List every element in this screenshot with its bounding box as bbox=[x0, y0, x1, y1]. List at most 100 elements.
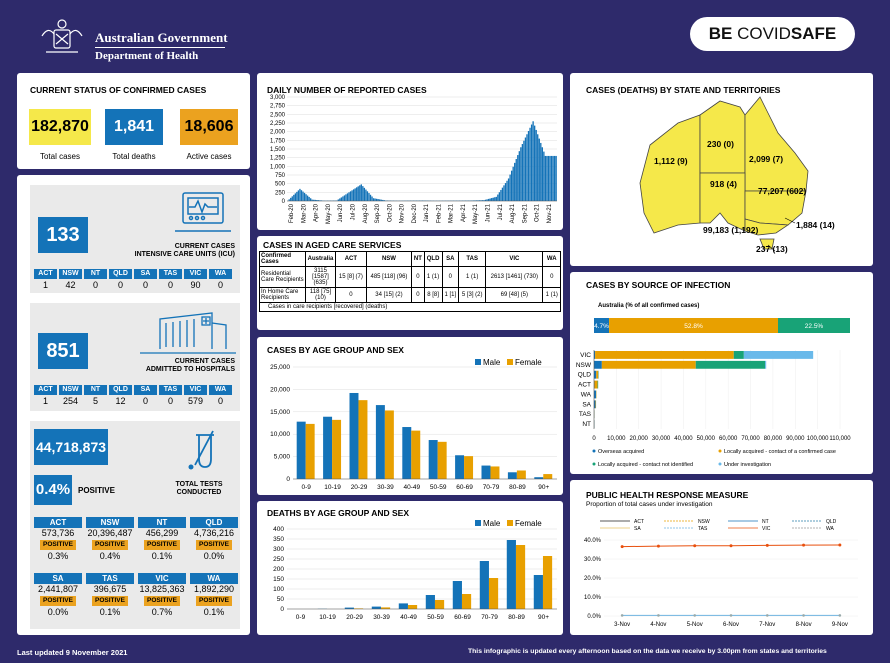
x-tick-label: Mar-21 bbox=[449, 203, 455, 223]
map-sa bbox=[699, 172, 746, 232]
daily-bar bbox=[483, 200, 485, 201]
daily-bar bbox=[308, 196, 310, 201]
icu-count: 0 bbox=[142, 280, 148, 290]
x-tick-label: Aug-21 bbox=[510, 203, 516, 223]
x-tick-label: 20-29 bbox=[346, 614, 363, 621]
daily-bar bbox=[374, 198, 376, 201]
aged-care-panel: CASES IN AGED CARE SERVICES Confirmed Ca… bbox=[257, 236, 563, 330]
daily-bar bbox=[533, 125, 536, 201]
bar-male bbox=[398, 603, 408, 609]
daily-bar bbox=[529, 127, 531, 201]
daily-bar bbox=[478, 200, 481, 201]
legend-dot bbox=[592, 462, 596, 466]
tests-total: 44,718,873 bbox=[34, 429, 108, 465]
x-tick-label: Oct-21 bbox=[535, 203, 541, 222]
positive-tag: POSITIVE bbox=[196, 596, 232, 606]
tests-pct: 0.4% bbox=[99, 551, 121, 561]
y-tick-label: 500 bbox=[275, 182, 286, 188]
legend-swatch bbox=[475, 520, 481, 526]
daily-bar bbox=[302, 191, 304, 201]
test-tube-icon bbox=[185, 429, 221, 476]
daily-bar bbox=[501, 187, 504, 201]
hospital-value: 851 bbox=[38, 333, 88, 369]
daily-bar bbox=[351, 190, 353, 201]
state-map-title: CASES (DEATHS) BY STATE AND TERRITORIES bbox=[586, 85, 781, 95]
legend-label: Overseas acquired bbox=[598, 449, 644, 455]
daily-bar bbox=[530, 124, 533, 201]
aged-cell: 1 (1) bbox=[423, 266, 443, 288]
y-tick-label: 30.0% bbox=[584, 557, 602, 563]
daily-bar bbox=[362, 186, 364, 201]
x-tick-label: 90,000 bbox=[786, 436, 805, 442]
daily-bar bbox=[486, 199, 488, 201]
icu-count: 0 bbox=[92, 280, 98, 290]
bar-female bbox=[437, 441, 447, 479]
x-tick-label: 60,000 bbox=[719, 436, 738, 442]
aged-cell: 69 [48] (5) bbox=[485, 287, 544, 303]
tests-count: 456,299 bbox=[145, 528, 179, 538]
daily-bar bbox=[288, 199, 290, 201]
map-label-nt: 230 (0) bbox=[707, 139, 734, 149]
y-tick-label: 300 bbox=[273, 546, 284, 553]
bar-female bbox=[407, 605, 418, 609]
tests-count: 13,825,363 bbox=[139, 584, 185, 594]
y-tick-label: 1,500 bbox=[270, 147, 286, 153]
y-tick-label: 2,000 bbox=[270, 130, 286, 136]
hospital-count: 254 bbox=[62, 396, 79, 406]
daily-bar bbox=[517, 155, 519, 201]
gov-line1: Australian Government bbox=[95, 30, 228, 45]
x-tick-label: Feb-20 bbox=[289, 203, 295, 223]
y-tick-label: 10.0% bbox=[584, 595, 602, 601]
x-tick-label: Dec-20 bbox=[412, 203, 418, 223]
aged-care-title: CASES IN AGED CARE SERVICES bbox=[263, 240, 402, 250]
response-title: PUBLIC HEALTH RESPONSE MEASURE bbox=[586, 490, 749, 500]
daily-bar bbox=[495, 196, 497, 201]
bar-female bbox=[358, 400, 368, 479]
hospital-count: 0 bbox=[167, 396, 173, 406]
legend-swatch bbox=[475, 359, 481, 365]
y-tick-label: 10,000 bbox=[270, 431, 290, 438]
x-tick-label: Oct-20 bbox=[387, 203, 393, 222]
legend-label: NT bbox=[762, 519, 769, 525]
icu-count: 0 bbox=[217, 280, 223, 290]
daily-bar bbox=[509, 174, 511, 201]
daily-bar bbox=[377, 199, 379, 201]
daily-bar bbox=[303, 192, 306, 201]
daily-bar bbox=[352, 189, 355, 201]
covidsafe-be: BE bbox=[708, 24, 738, 43]
bar-female bbox=[384, 410, 394, 479]
tests-state-card: WA 1,892,290 POSITIVE 0.1% bbox=[190, 573, 238, 618]
daily-bar bbox=[359, 185, 361, 201]
legend-label: Locally acquired - contact not identifie… bbox=[598, 462, 693, 468]
australia-segment bbox=[609, 318, 778, 333]
daily-bar bbox=[290, 197, 292, 201]
daily-bar bbox=[504, 183, 507, 201]
daily-cases-title: DAILY NUMBER OF REPORTED CASES bbox=[267, 85, 427, 95]
x-tick-label: 70,000 bbox=[741, 436, 760, 442]
bar-male bbox=[481, 465, 491, 479]
daily-bar bbox=[337, 199, 339, 201]
tests-count: 573,736 bbox=[41, 528, 75, 538]
daily-bar bbox=[494, 197, 496, 201]
daily-bar bbox=[526, 134, 528, 201]
bar-female bbox=[516, 470, 526, 479]
source-chart: 4.7% 52.8% 22.5% 0 10,000 20,000 30,000 40,000 5… bbox=[576, 318, 851, 468]
hospital-state-grid: ACT 1 NSW 254 NT 5 QLD 12 SA 0 TAS 0 VIC 579 WA… bbox=[34, 385, 232, 407]
x-tick-label: Jul-20 bbox=[351, 203, 357, 220]
aged-cell: 5 [3] (2) bbox=[458, 287, 487, 303]
daily-bar bbox=[543, 151, 545, 201]
x-tick-label: 100,000 bbox=[807, 436, 829, 442]
bar-male bbox=[452, 581, 462, 609]
icu-count: 0 bbox=[117, 280, 123, 290]
daily-bar bbox=[375, 198, 378, 201]
daily-bar bbox=[380, 199, 382, 201]
x-tick-label: 5-Nov bbox=[687, 622, 703, 628]
daily-bar bbox=[507, 178, 510, 201]
legend-label: Locally acquired - contact of a confirme… bbox=[724, 449, 836, 455]
other-point bbox=[620, 614, 624, 617]
bar-male bbox=[425, 595, 435, 609]
hospital-label-1: CURRENT CASES bbox=[174, 358, 235, 365]
current-status-title: CURRENT STATUS OF CONFIRMED CASES bbox=[30, 85, 207, 95]
y-tick-label: 350 bbox=[273, 536, 284, 543]
daily-bar bbox=[366, 191, 369, 201]
